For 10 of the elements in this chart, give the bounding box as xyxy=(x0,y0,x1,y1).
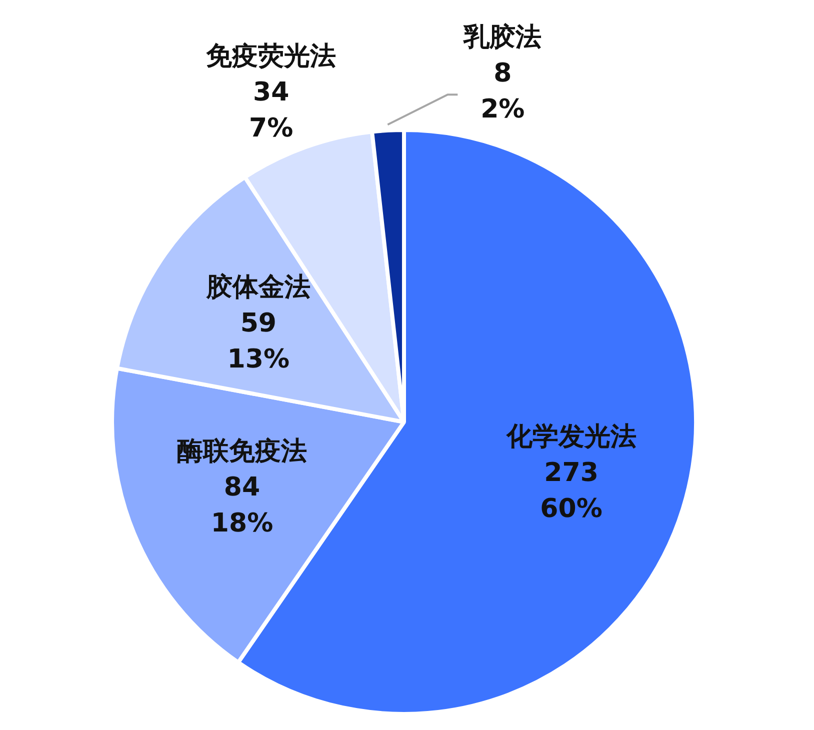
data-label: 59 13% xyxy=(227,308,290,374)
slice-label: 化学发光法 xyxy=(505,422,636,452)
slice-label: 胶体金法 xyxy=(205,272,310,302)
data-label: 8 2% xyxy=(480,58,525,124)
slice-label: 乳胶法 xyxy=(462,22,542,52)
data-label: 84 18% xyxy=(210,472,274,539)
data-label: 34 7% xyxy=(249,78,294,144)
slice-label: 酶联免疫法 xyxy=(177,436,308,467)
data-label: 273 60% xyxy=(540,458,602,524)
slice-label: 免疫荧光法 xyxy=(206,42,336,72)
